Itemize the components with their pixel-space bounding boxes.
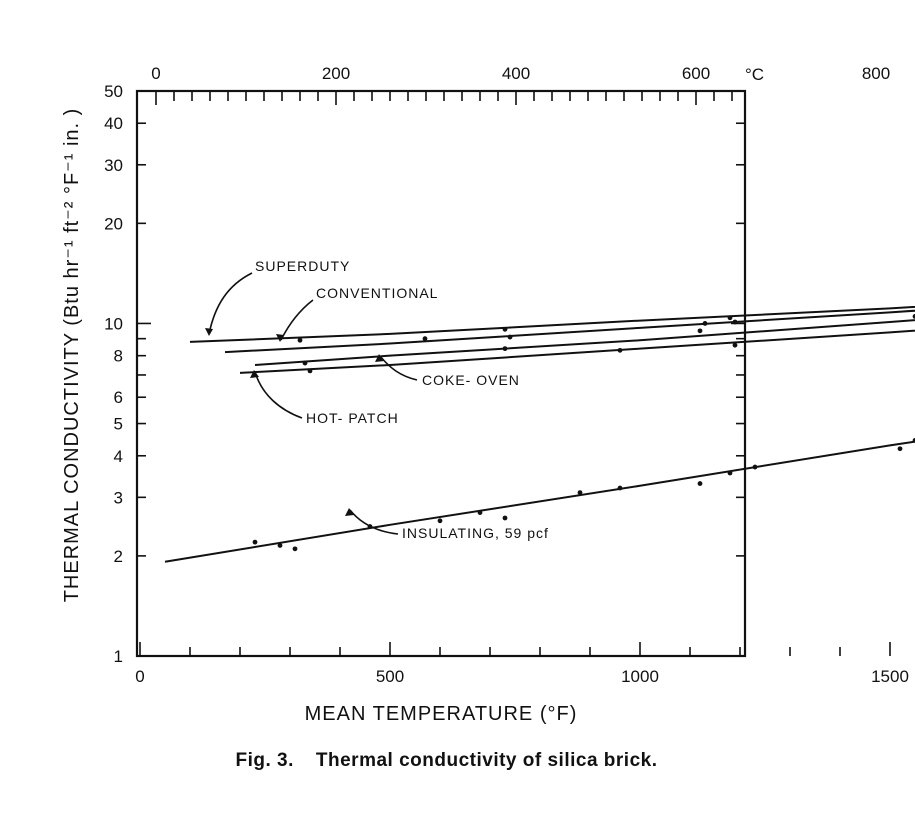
y-tick-label: 6	[114, 388, 123, 407]
x-tick-label: 0	[135, 667, 144, 686]
series-layer	[164, 305, 915, 563]
y-axis-label: THERMAL CONDUCTIVITY (Btu hr⁻¹ ft⁻² °F⁻¹…	[61, 108, 83, 603]
data-point	[732, 342, 738, 348]
data-point	[897, 446, 903, 452]
x-top-tick-label: 800	[862, 64, 890, 83]
leader-arrowhead	[276, 334, 284, 342]
series-line-4	[164, 440, 915, 563]
y-tick-label: 1	[114, 647, 123, 666]
x-top-tick-label: 400	[502, 64, 530, 83]
y-tick-label: 40	[104, 114, 123, 133]
data-point	[277, 543, 283, 548]
data-point	[507, 334, 513, 340]
series-annotation: HOT- PATCH	[306, 410, 399, 426]
data-point	[727, 470, 733, 476]
y-tick-label: 2	[114, 547, 123, 566]
data-point	[502, 346, 508, 352]
data-point	[292, 546, 298, 552]
data-point	[577, 490, 583, 495]
caption-text: Thermal conductivity of silica brick.	[315, 750, 658, 771]
data-point	[732, 319, 738, 325]
y-tick-label: 30	[104, 156, 123, 175]
data-point	[297, 337, 303, 343]
data-point	[912, 437, 915, 443]
series-line-0	[189, 305, 915, 343]
data-point	[502, 515, 508, 521]
data-point	[912, 313, 915, 319]
x-top-unit: °C	[745, 65, 764, 84]
leader-arrowhead	[375, 354, 384, 362]
y-tick-label: 4	[114, 447, 123, 466]
x-tick-label: 1500	[871, 667, 909, 686]
data-point	[702, 321, 708, 326]
series-annotation: CONVENTIONAL	[316, 285, 438, 301]
data-point	[422, 336, 428, 342]
data-point	[252, 539, 258, 545]
x-top-tick-label: 600	[682, 64, 710, 83]
data-point	[697, 328, 703, 334]
leader-line	[349, 509, 399, 535]
data-point	[697, 481, 703, 486]
data-point	[727, 315, 733, 321]
data-point	[502, 326, 508, 332]
data-point	[477, 510, 483, 515]
y-axis: 1 2 3 4 5 6 8 10 20 30 40 50	[104, 82, 745, 666]
data-point	[752, 464, 758, 470]
series-annotation: INSULATING, 59 pcf	[402, 525, 549, 541]
y-tick-label: 50	[104, 82, 123, 101]
data-point	[617, 485, 623, 491]
series-line-3	[239, 329, 915, 374]
leader-arrowhead	[345, 508, 354, 516]
y-tick-label: 8	[114, 347, 123, 366]
x-tick-label: 1000	[621, 667, 659, 686]
data-point	[302, 360, 308, 366]
figure-caption: Fig. 3. Thermal conductivity of silica br…	[0, 750, 915, 772]
x-axis: 0500100015002000	[135, 642, 909, 686]
leader-arrowhead	[250, 370, 259, 378]
series-annotation: COKE- OVEN	[422, 372, 520, 388]
x-axis-label: MEAN TEMPERATURE (°F)	[305, 703, 578, 725]
x-top-tick-label: 0	[151, 64, 160, 83]
y-tick-label: 5	[114, 415, 123, 434]
y-tick-label: 3	[114, 488, 123, 507]
y-tick-label: 20	[104, 214, 123, 233]
series-line-2	[254, 319, 915, 366]
annotation-layer: SUPERDUTY CONVENTIONAL COKE- OVEN HOT- PATC…	[205, 258, 549, 541]
data-point	[307, 368, 313, 374]
leader-line	[280, 299, 314, 341]
x-tick-label: 500	[376, 667, 404, 686]
y-tick-label: 10	[104, 314, 123, 333]
leader-arrowhead	[205, 328, 213, 336]
caption-label: Fig. 3.	[235, 750, 294, 771]
x-top-axis: 020040060080010001200	[151, 64, 890, 105]
series-annotation: SUPERDUTY	[255, 258, 350, 274]
leader-line	[254, 371, 303, 419]
x-top-tick-label: 200	[322, 64, 350, 83]
leader-line	[208, 272, 253, 335]
leader-line	[379, 355, 418, 381]
series-line-1	[224, 309, 915, 354]
plot-frame	[135, 89, 747, 658]
data-point	[437, 518, 443, 524]
